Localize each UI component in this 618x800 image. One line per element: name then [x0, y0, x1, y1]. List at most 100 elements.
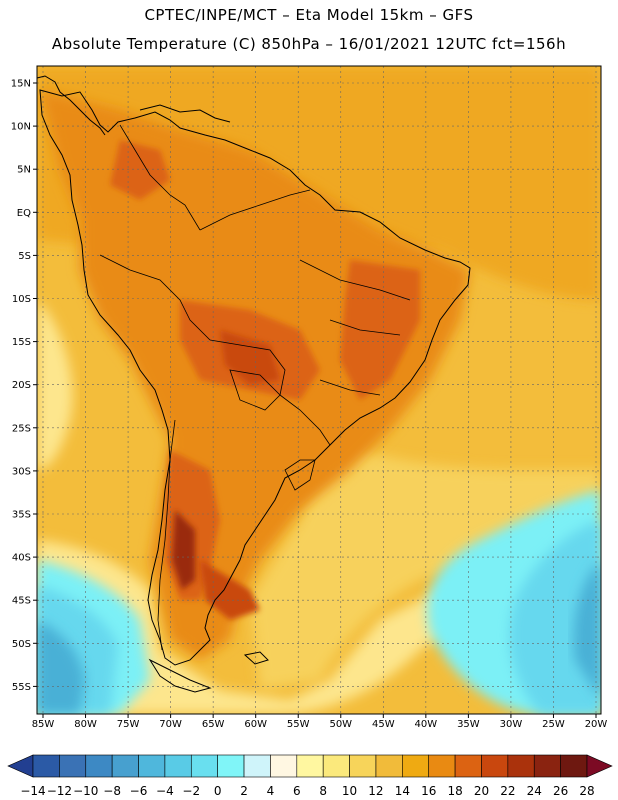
- lat-label-5n: 5N: [17, 165, 31, 176]
- colorbar-label: 22: [500, 784, 515, 798]
- lat-label-20s: 20S: [12, 380, 31, 391]
- lat-label-50s: 50S: [12, 639, 31, 650]
- colorbar-label: −12: [47, 784, 72, 798]
- colorbar-swatch: [111, 754, 139, 778]
- colorbar: [7, 754, 613, 778]
- lon-label-50w: 50W: [329, 719, 352, 730]
- hotspot-paraguay: [220, 330, 280, 385]
- border-paraguay: [229, 369, 281, 411]
- map-title-line1: CPTEC/INPE/MCT – Eta Model 15km – GFS: [144, 6, 474, 24]
- lon-label-45w: 45W: [372, 719, 395, 730]
- hotspot-colombia: [110, 140, 170, 200]
- colorbar-swatch: [243, 754, 271, 778]
- colorbar-label: 18: [447, 784, 462, 798]
- lon-label-55w: 55W: [287, 719, 310, 730]
- caribbean-coast: [139, 104, 231, 123]
- lat-label-35s: 35S: [12, 510, 31, 521]
- south-america-coastline: [39, 89, 471, 666]
- colorbar-swatch: [322, 754, 350, 778]
- lon-label-60w: 60W: [244, 719, 267, 730]
- colorbar-label: 24: [527, 784, 542, 798]
- colorbar-labels: −14 −12 −10 −8 −6 −4 −2 0 2 4 6 8 10 12 14 16 18 20 22 24 26…: [20, 784, 594, 798]
- latitude-labels: 15N 10N 5N EQ 5S 10S 15S 20S 25S 30S 35S 40S 45S 50S 5…: [11, 79, 37, 693]
- border-venezuela-brazil: [199, 189, 311, 231]
- colorbar-max-arrow: [586, 754, 613, 778]
- lon-label-65w: 65W: [202, 719, 225, 730]
- colorbar-label: 6: [293, 784, 301, 798]
- lon-label-40w: 40W: [415, 719, 438, 730]
- lat-label-40s: 40S: [12, 553, 31, 564]
- colorbar-label: −10: [73, 784, 98, 798]
- colorbar-label: −8: [103, 784, 121, 798]
- colorbar-label: 12: [368, 784, 383, 798]
- colorbar-swatch: [402, 754, 430, 778]
- lon-label-75w: 75W: [117, 719, 140, 730]
- border-brazil-states: [299, 259, 411, 396]
- tierra-del-fuego: [148, 658, 212, 693]
- border-colombia-venezuela: [119, 124, 201, 231]
- colorbar-swatch: [349, 754, 377, 778]
- colorbar-swatch: [454, 754, 482, 778]
- colorbar-swatch: [428, 754, 456, 778]
- graticule: [37, 66, 601, 714]
- lon-label-25w: 25W: [542, 719, 565, 730]
- coastlines: [36, 75, 471, 693]
- colorbar-label: 4: [267, 784, 275, 798]
- lon-label-20w: 20W: [585, 719, 608, 730]
- colorbar-swatch: [481, 754, 509, 778]
- colorbar-swatch: [560, 754, 588, 778]
- colorbar-label: 26: [553, 784, 568, 798]
- colorbar-swatch: [533, 754, 561, 778]
- lon-label-80w: 80W: [74, 719, 97, 730]
- colorbar-swatch: [296, 754, 324, 778]
- south-atlantic-coldest: [573, 560, 601, 700]
- lat-label-eq: EQ: [17, 208, 31, 219]
- colorbar-swatch: [375, 754, 403, 778]
- colorbar-swatch: [164, 754, 192, 778]
- colorbar-swatch: [59, 754, 87, 778]
- colorbar-label: −14: [20, 784, 45, 798]
- central-america-coastline: [36, 75, 106, 136]
- border-argentina-chile: [157, 419, 176, 651]
- colorbar-swatch: [32, 754, 60, 778]
- colorbar-label: 14: [395, 784, 410, 798]
- colorbar-label: 0: [214, 784, 222, 798]
- colorbar-label: 16: [421, 784, 436, 798]
- country-borders: [99, 124, 411, 651]
- lon-label-85w: 85W: [32, 719, 55, 730]
- border-argentina-brazil: [279, 394, 331, 446]
- colorbar-label: −2: [182, 784, 200, 798]
- lat-label-25s: 25S: [12, 423, 31, 434]
- colorbar-label: 28: [579, 784, 594, 798]
- colorbar-label: 10: [342, 784, 357, 798]
- lat-label-15n: 15N: [11, 79, 31, 90]
- falkland-islands: [243, 651, 269, 665]
- colorbar-label: 2: [240, 784, 248, 798]
- border-uruguay: [284, 459, 316, 491]
- lat-label-55s: 55S: [12, 682, 31, 693]
- plot-frame: [36, 65, 602, 715]
- longitude-labels: 85W 80W 75W 70W 65W 60W 55W 50W 45W 40W 35W 30W 25W 2…: [32, 714, 608, 730]
- colorbar-label: 8: [319, 784, 327, 798]
- lat-label-15s: 15S: [12, 337, 31, 348]
- colorbar-swatch: [270, 754, 298, 778]
- hotspot-patagonia-east: [200, 560, 260, 620]
- lat-label-10n: 10N: [11, 122, 31, 133]
- colorbar-swatch: [138, 754, 166, 778]
- colorbar-swatch: [507, 754, 535, 778]
- lat-label-10s: 10S: [12, 294, 31, 305]
- lon-label-30w: 30W: [500, 719, 523, 730]
- colorbar-swatch: [85, 754, 113, 778]
- hotspot-andes-peak: [172, 510, 195, 590]
- colorbar-swatch: [217, 754, 245, 778]
- lat-label-45s: 45S: [12, 596, 31, 607]
- south-atlantic-cold-deep: [509, 520, 601, 714]
- colorbar-label: −4: [156, 784, 174, 798]
- colorbar-label: 20: [474, 784, 489, 798]
- colorbar-swatch: [190, 754, 218, 778]
- south-atlantic-light-band: [250, 440, 601, 690]
- colorbar-min-arrow: [7, 754, 34, 778]
- lat-label-30s: 30S: [12, 466, 31, 477]
- hotspot-brazil: [340, 260, 420, 400]
